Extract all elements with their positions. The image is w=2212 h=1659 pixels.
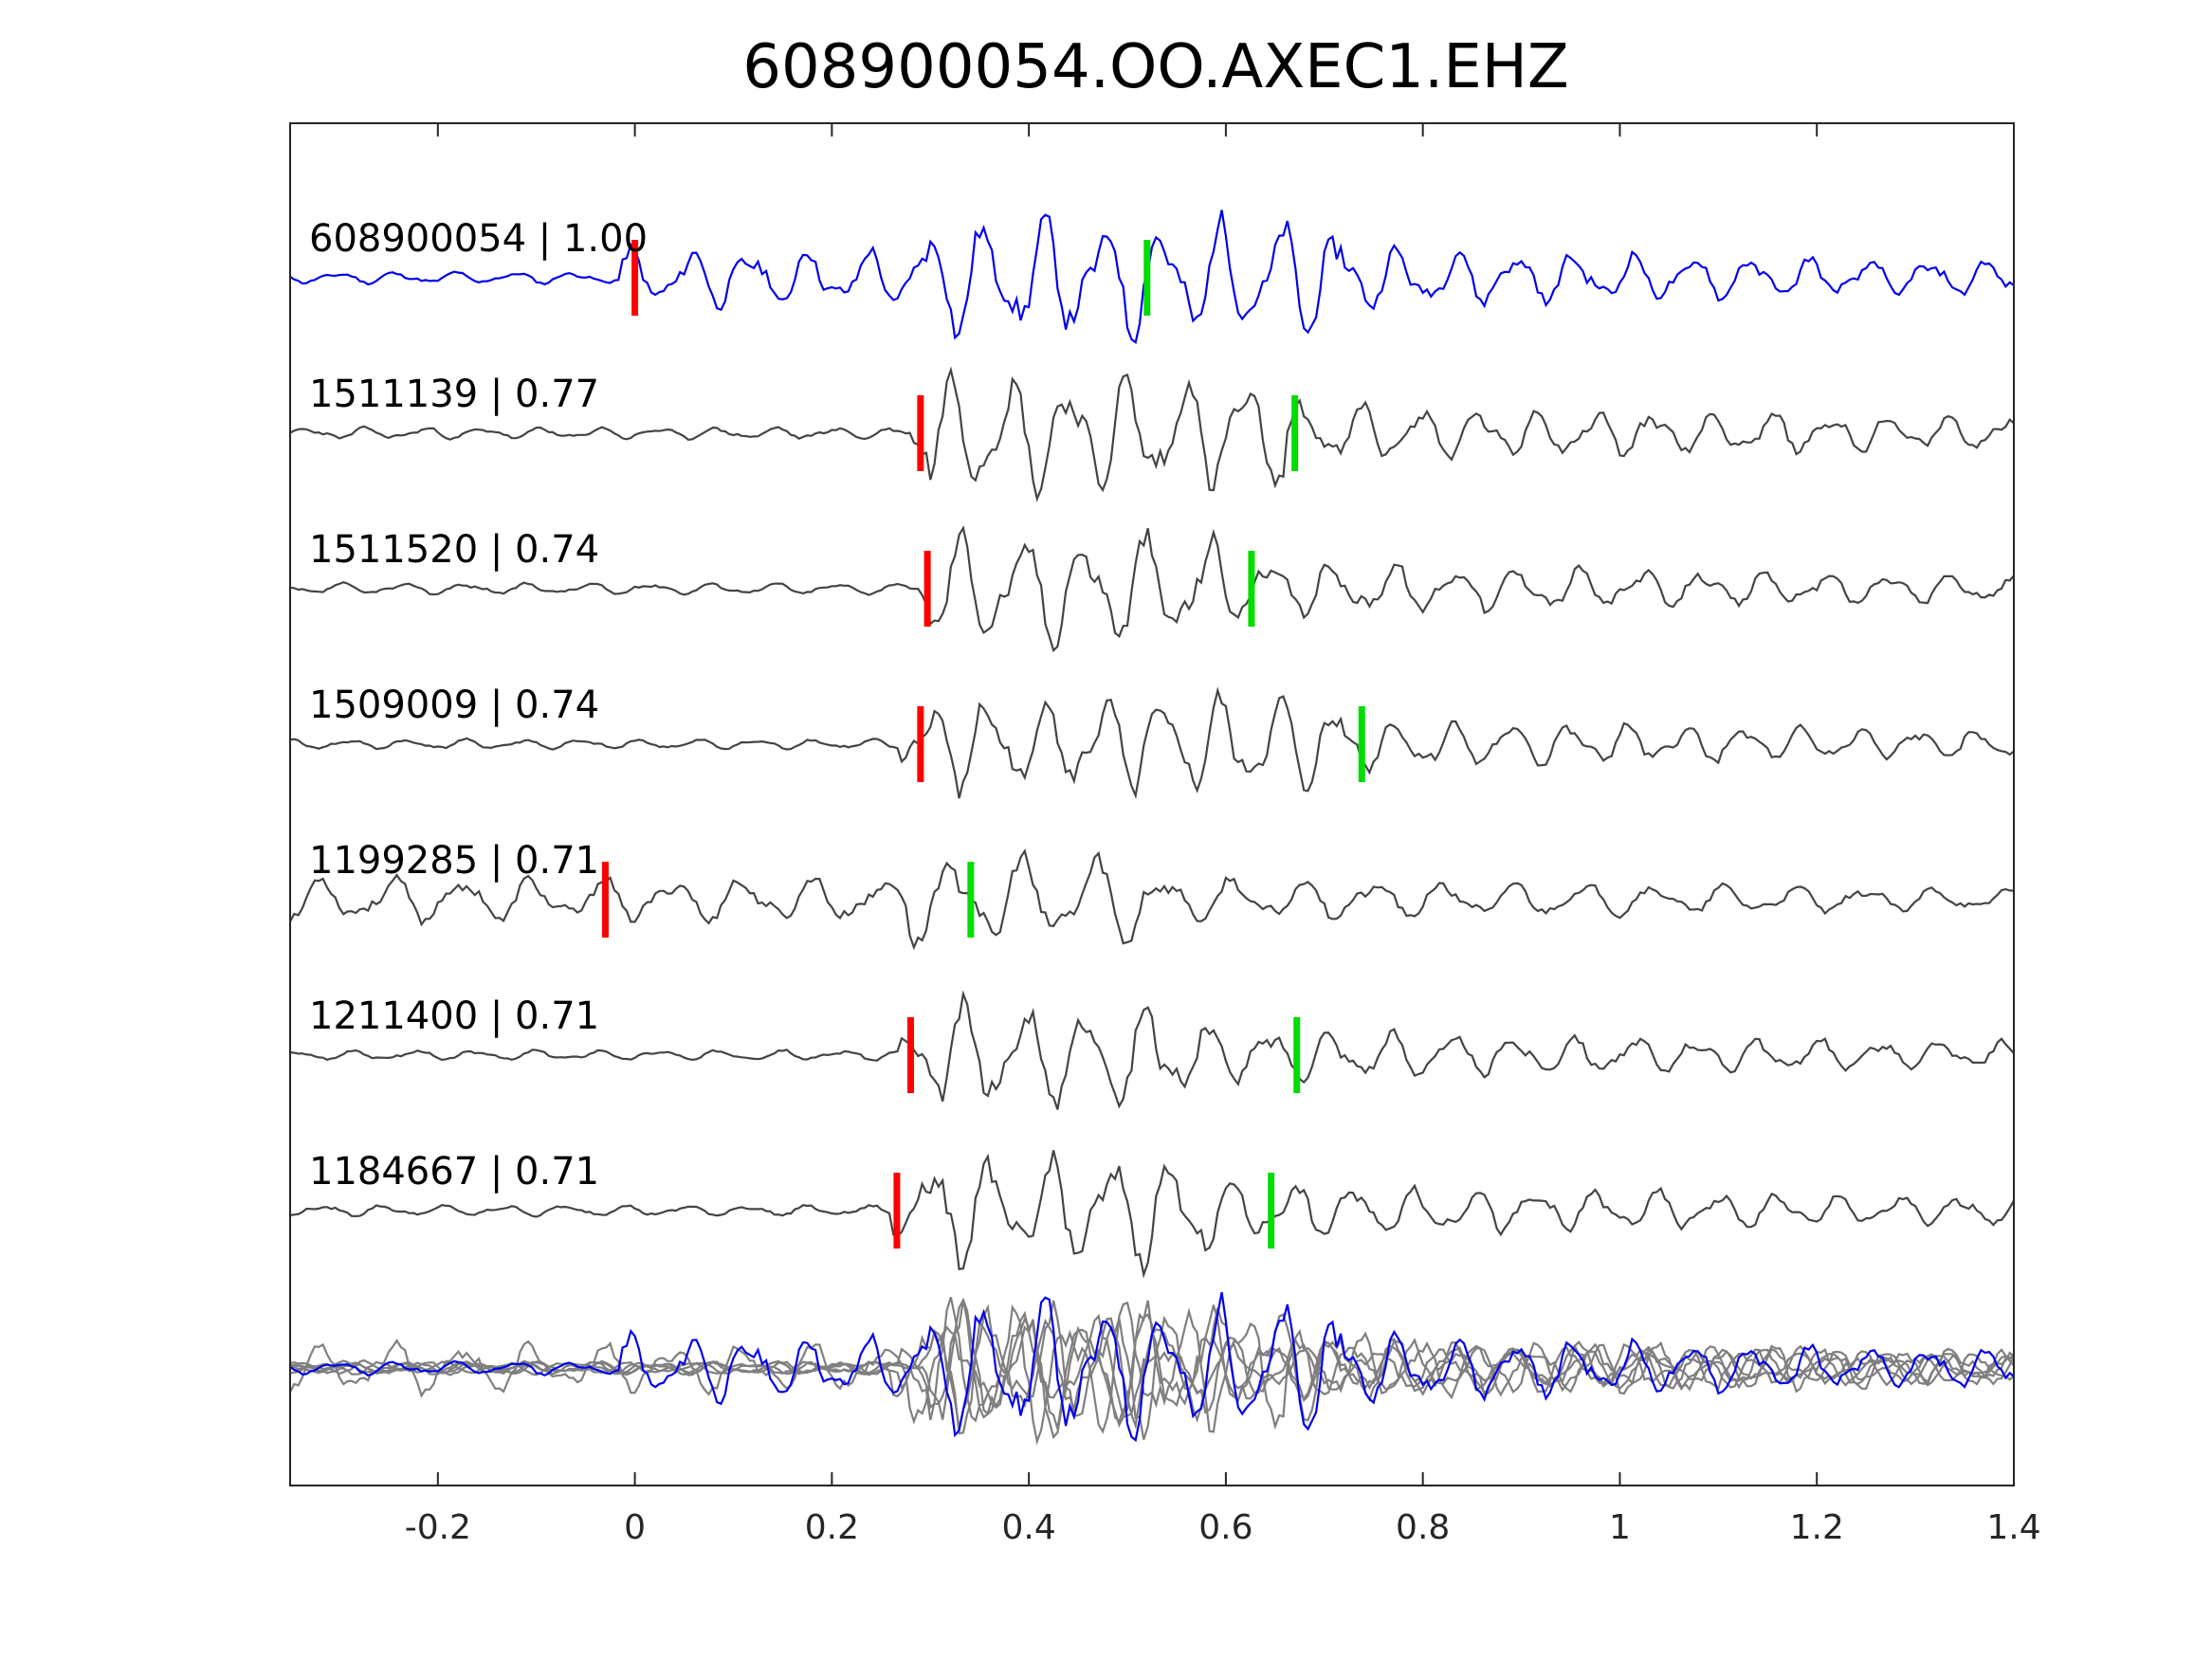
phase-picks-layer (601, 240, 1365, 1249)
x-tick-label: 0.2 (805, 1508, 859, 1547)
trace-label: 1211400 | 0.71 (309, 994, 599, 1038)
x-tick-label: 0.4 (1002, 1508, 1056, 1547)
trace-labels-layer: 608900054 | 1.00 1511139 | 0.77 1511520 | … (309, 217, 648, 1194)
trace-label: 608900054 | 1.00 (309, 217, 648, 261)
trace-label: 1511520 | 0.74 (309, 528, 599, 572)
x-tick-label: 0 (624, 1508, 646, 1547)
trace-label: 1184667 | 0.71 (309, 1150, 599, 1194)
trace-label: 1509009 | 0.74 (309, 684, 599, 727)
trace-line (289, 1150, 2015, 1279)
overlay-trace (289, 1299, 2015, 1430)
template-trace (289, 210, 2015, 344)
chart-title: 608900054.OO.AXEC1.EHZ (742, 32, 1569, 102)
axes-frame (289, 122, 2015, 1486)
trace-line (289, 366, 2015, 502)
x-tick-label: 0.6 (1198, 1508, 1252, 1547)
overlay-stack (289, 1291, 2015, 1446)
x-tick-label: -0.2 (405, 1508, 471, 1547)
overlay-template-trace (289, 1291, 2015, 1443)
x-axis-ticks: -0.2 0 0.2 0.4 0.6 0.8 1 1.2 1.4 (405, 123, 2041, 1547)
traces-layer (289, 210, 2015, 1279)
trace-label: 1199285 | 0.71 (309, 839, 599, 883)
trace-line (289, 990, 2015, 1110)
x-tick-label: 1.2 (1790, 1508, 1844, 1547)
trace-line (289, 525, 2015, 653)
trace-label: 1511139 | 0.77 (309, 373, 599, 416)
trace-line (289, 848, 2015, 951)
trace-line (289, 686, 2015, 800)
x-tick-label: 1 (1609, 1508, 1631, 1547)
x-tick-label: 1.4 (1986, 1508, 2040, 1547)
x-tick-label: 0.8 (1396, 1508, 1450, 1547)
